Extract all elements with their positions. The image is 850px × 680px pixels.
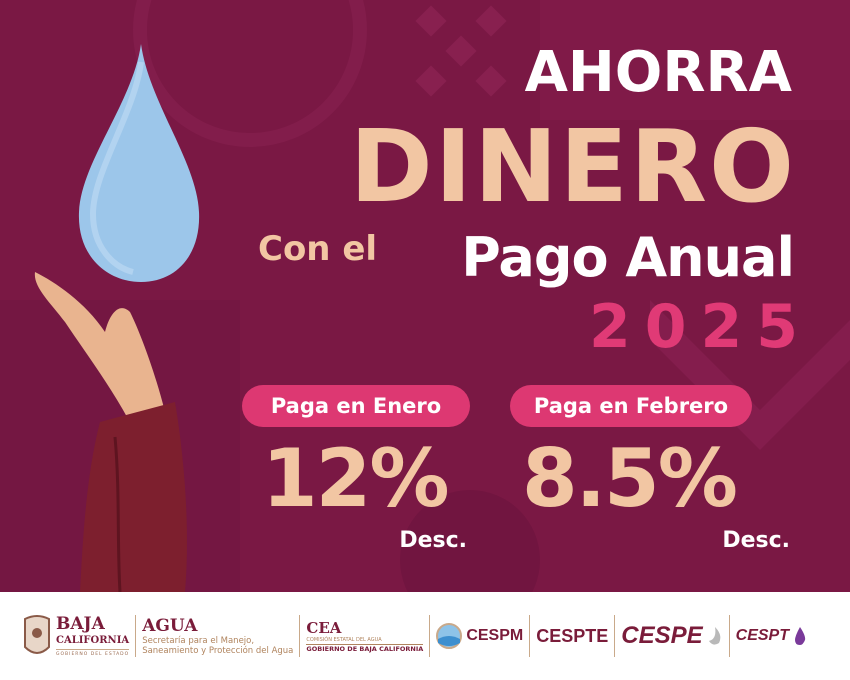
logo-cespe: CESPE — [621, 622, 722, 650]
offer-january-badge: Paga en Enero — [242, 385, 470, 427]
agua-title: AGUA — [142, 615, 198, 636]
cea-line2: GOBIERNO DE BAJA CALIFORNIA — [306, 645, 424, 654]
divider — [614, 615, 616, 657]
logo-agua: AGUA Secretaría para el Manejo, Saneamie… — [142, 616, 293, 657]
offer-february-badge: Paga en Febrero — [510, 385, 752, 427]
agua-line1: Secretaría para el Manejo, — [142, 636, 255, 646]
headline-prefix: Con el — [258, 229, 378, 269]
offer-january-discount: 12% — [262, 432, 449, 525]
offer-february-suffix: Desc. — [722, 528, 790, 553]
headline-year: 2025 — [589, 292, 812, 362]
state-shield-icon — [24, 615, 50, 654]
org-cespm: CESPM — [466, 627, 524, 644]
headline-ahorra: AHORRA — [524, 40, 792, 105]
baja-line1: BAJA — [56, 614, 105, 635]
org-cespt: CESPT — [735, 627, 789, 644]
logo-cespm: CESPM — [436, 623, 523, 649]
org-cespte: CESPTE — [536, 625, 609, 646]
logo-baja-california: BAJA CALIFORNIA GOBIERNO DEL ESTADO — [22, 613, 130, 659]
divider — [299, 615, 301, 657]
offer-january-suffix: Desc. — [399, 528, 467, 553]
logo-cespte: CESPTE — [536, 626, 608, 647]
logo-cea: CEA COMISIÓN ESTATAL DEL AGUA GOBIERNO D… — [306, 618, 424, 654]
divider — [529, 615, 531, 657]
offer-february-discount: 8.5% — [522, 432, 738, 525]
divider — [429, 615, 431, 657]
cea-line1: COMISIÓN ESTATAL DEL AGUA — [306, 637, 424, 646]
purple-drop-icon — [794, 627, 806, 645]
headline-pago-anual: Pago Anual — [461, 226, 795, 289]
org-cespe: CESPE — [621, 622, 703, 649]
baja-line3: GOBIERNO DEL ESTADO — [56, 648, 130, 658]
divider — [728, 615, 730, 657]
water-swirl-icon — [708, 627, 720, 645]
sponsor-footer: BAJA CALIFORNIA GOBIERNO DEL ESTADO AGUA… — [0, 592, 850, 680]
promo-poster: AHORRA DINERO Con el Pago Anual 2025 Pag… — [0, 0, 850, 592]
baja-line2: CALIFORNIA — [56, 634, 130, 646]
cea-title: CEA — [306, 618, 342, 637]
logo-cespt: CESPT — [736, 626, 807, 646]
headline-dinero: DINERO — [349, 108, 796, 225]
agua-line2: Saneamiento y Protección del Agua — [142, 646, 294, 657]
divider — [135, 615, 137, 657]
water-globe-icon — [436, 623, 463, 649]
hand-illustration — [34, 272, 187, 592]
water-drop-icon — [78, 44, 200, 282]
